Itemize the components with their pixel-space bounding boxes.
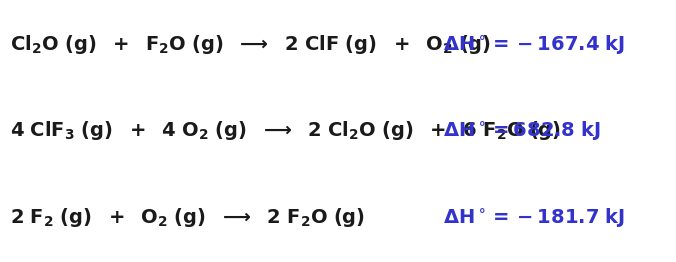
Text: $\mathbf{\Delta H^\circ = -167.4\ kJ}$: $\mathbf{\Delta H^\circ = -167.4\ kJ}$ [443,33,625,56]
Text: $\mathbf{Cl_2O\ (g)\ \ +\ \ F_2O\ (g)\ \ \longrightarrow\ \ 2\ ClF\ (g)\ \ +\ \ : $\mathbf{Cl_2O\ (g)\ \ +\ \ F_2O\ (g)\ \… [10,33,491,56]
Text: $\mathbf{4\ ClF_3\ (g)\ \ +\ \ 4\ O_2\ (g)\ \ \longrightarrow\ \ 2\ Cl_2O\ (g)\ : $\mathbf{4\ ClF_3\ (g)\ \ +\ \ 4\ O_2\ (… [10,119,561,143]
Text: $\mathbf{\Delta H^\circ = -181.7\ kJ}$: $\mathbf{\Delta H^\circ = -181.7\ kJ}$ [443,206,625,229]
Text: $\mathbf{\Delta H^\circ = 682.8\ kJ}$: $\mathbf{\Delta H^\circ = 682.8\ kJ}$ [443,119,601,143]
Text: $\mathbf{2\ F_2\ (g)\ \ +\ \ O_2\ (g)\ \ \longrightarrow\ \ 2\ F_2O\ (g)}$: $\mathbf{2\ F_2\ (g)\ \ +\ \ O_2\ (g)\ \… [10,206,365,229]
